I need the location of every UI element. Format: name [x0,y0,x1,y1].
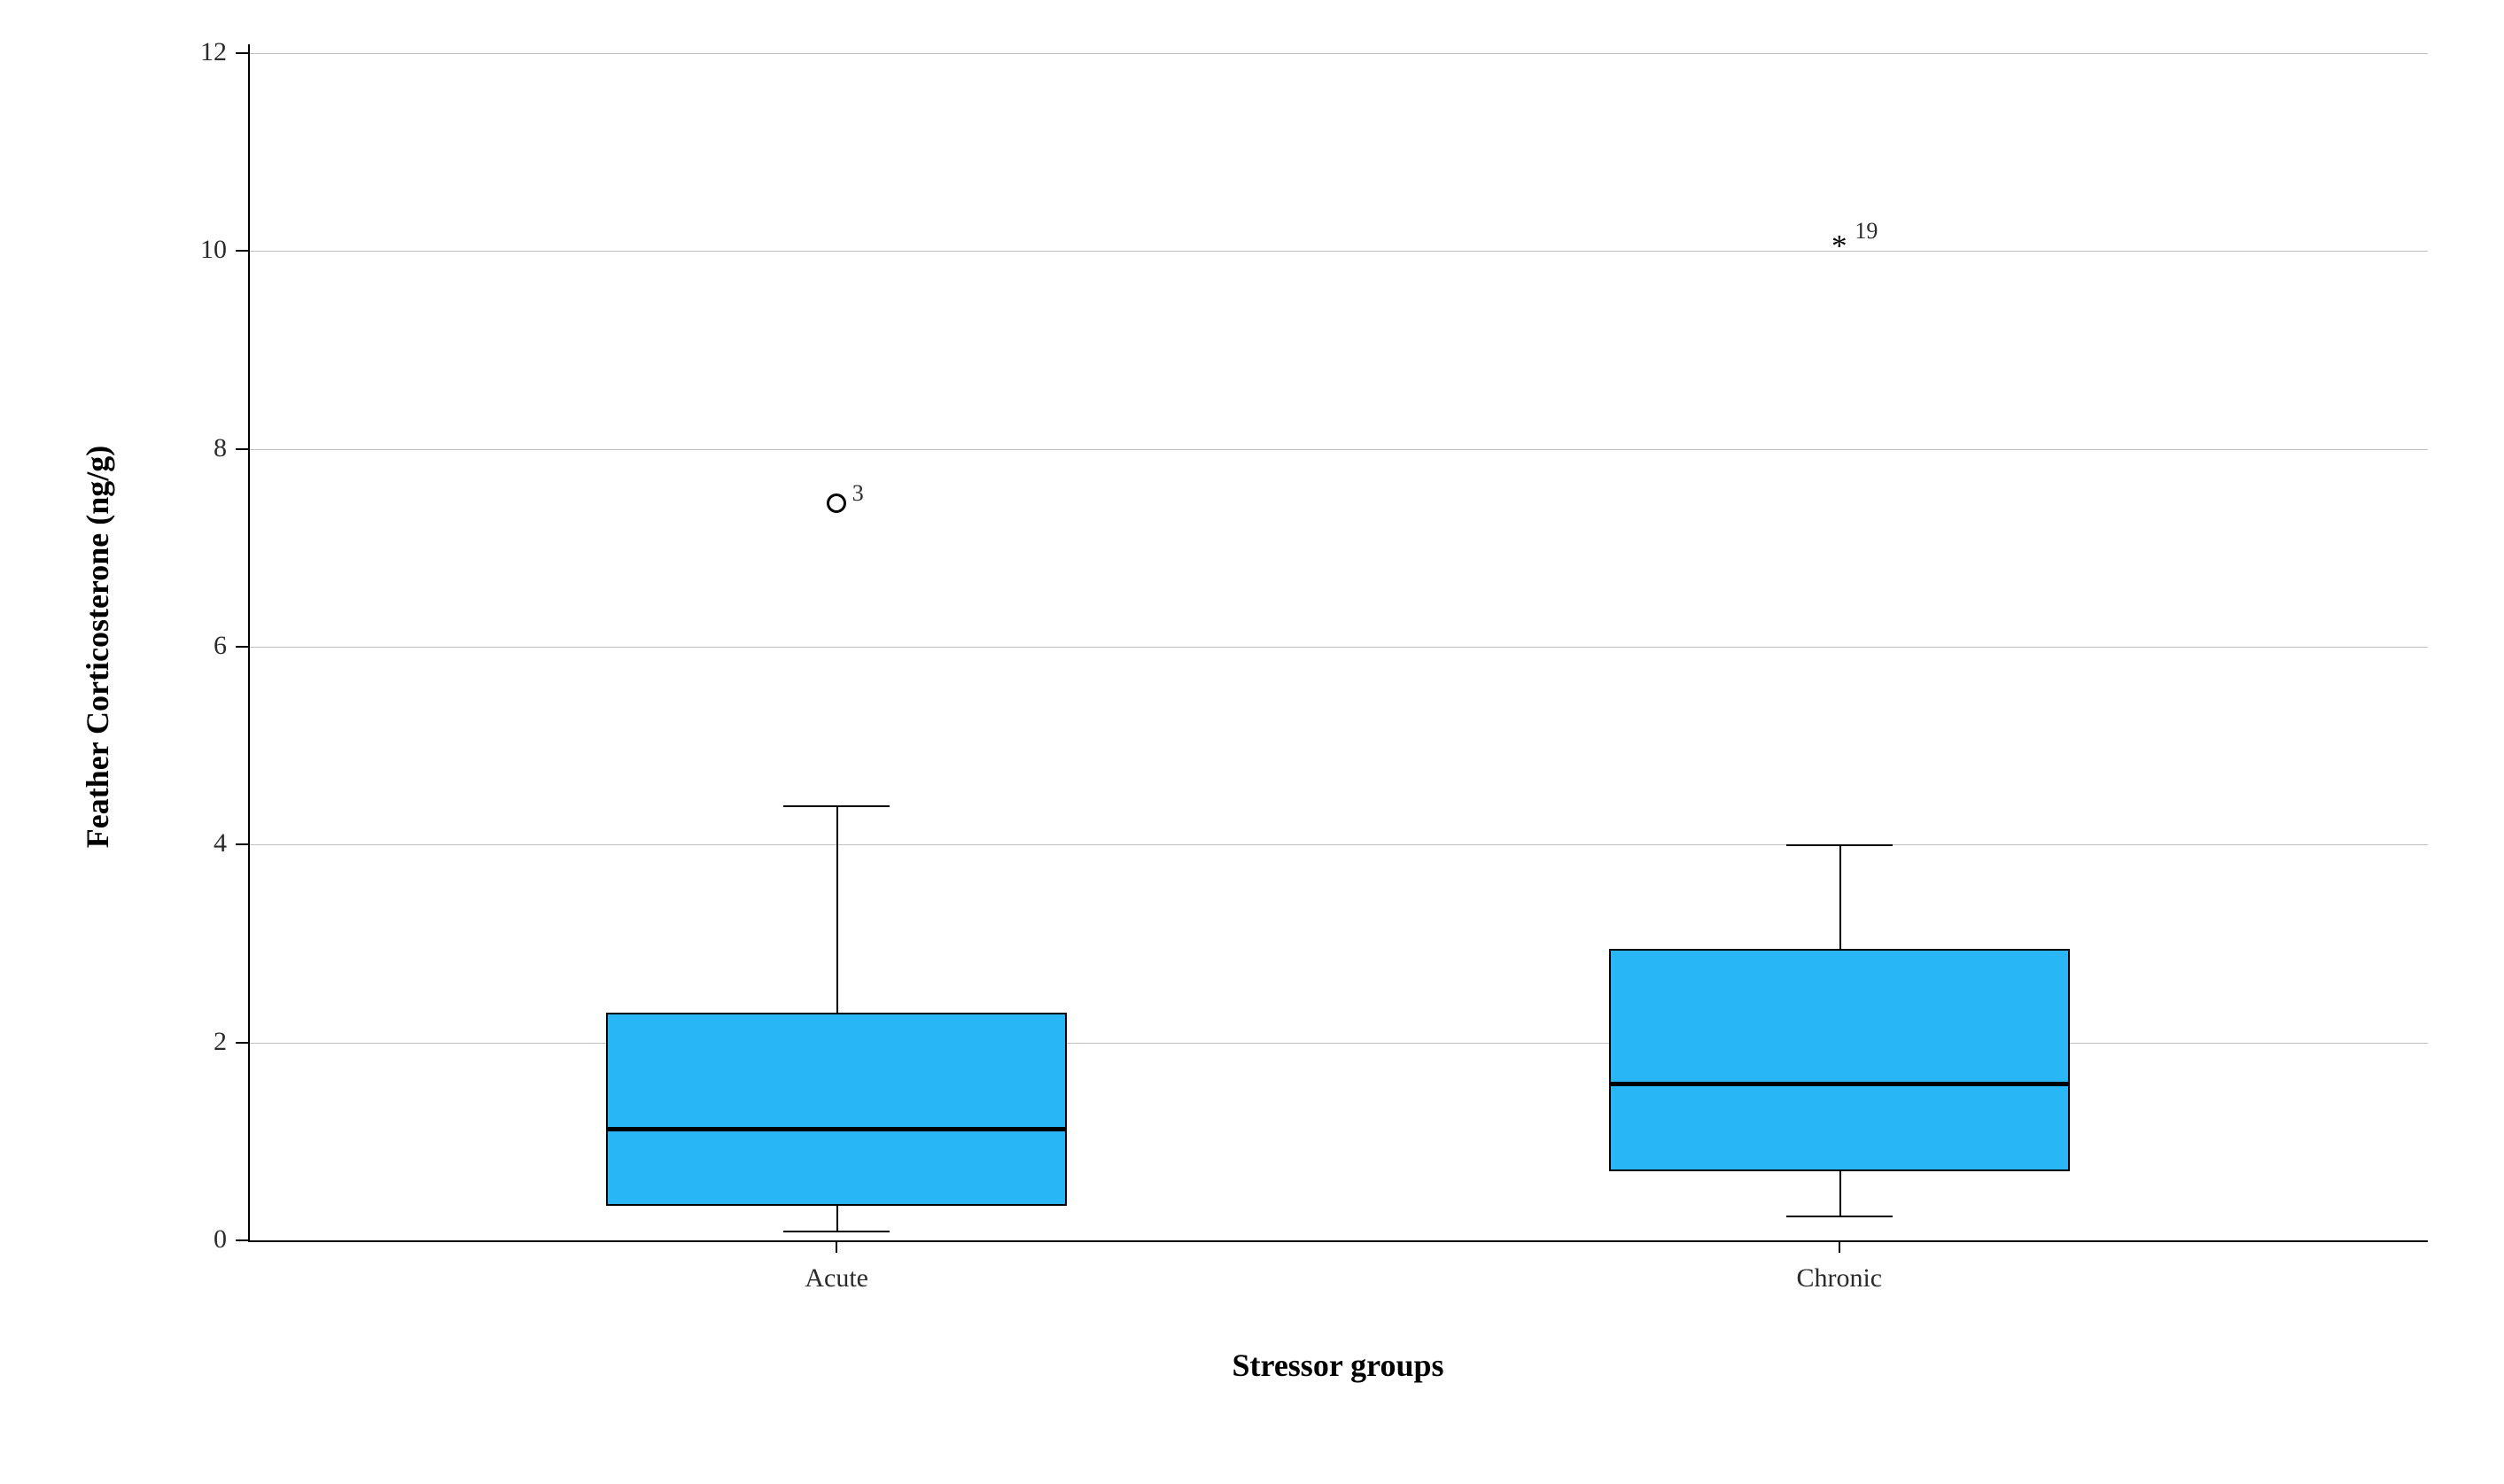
y-tick-label: 10 [200,235,227,265]
x-tick-label: Chronic [1796,1263,1882,1294]
y-axis-line [248,44,250,1240]
outlier-label: 19 [1855,218,1878,245]
y-tick-label: 6 [214,631,227,661]
median-line [1609,1082,2070,1086]
x-tick-mark [836,1240,837,1253]
y-tick-label: 12 [200,37,227,67]
gridline [248,449,2428,450]
y-tick-label: 0 [214,1224,227,1255]
gridline [248,53,2428,54]
whisker-cap-upper [783,805,890,807]
whisker-lower [1839,1171,1841,1216]
gridline [248,1043,2428,1044]
whisker-cap-lower [1786,1216,1893,1217]
whisker-lower [836,1206,838,1231]
x-tick-mark [1839,1240,1840,1253]
whisker-upper [836,805,838,1014]
median-line [606,1127,1067,1131]
box [606,1013,1067,1206]
outlier-marker: * [1830,237,1849,256]
whisker-cap-upper [1786,844,1893,846]
y-tick-mark [236,843,248,845]
y-tick-mark [236,1239,248,1241]
x-tick-label: Acute [805,1263,868,1294]
gridline [248,844,2428,845]
whisker-cap-lower [783,1231,890,1232]
box [1609,949,2070,1171]
y-axis-title: Feather Corticosterone (ng/g) [79,446,116,849]
gridline [248,647,2428,648]
y-tick-mark [236,448,248,450]
y-tick-label: 8 [214,433,227,463]
boxplot-chart: 3 * 19 0 2 4 6 8 10 12 Acute Chronic Stressor groups… [0,0,2504,1484]
gridline [248,251,2428,252]
outlier-label: 3 [852,480,864,507]
y-tick-label: 2 [214,1027,227,1057]
y-tick-mark [236,250,248,252]
y-tick-mark [236,52,248,54]
y-tick-mark [236,646,248,648]
plot-area: 3 * 19 [248,53,2428,1240]
x-axis-title: Stressor groups [1232,1347,1443,1384]
x-axis-line [248,1240,2428,1242]
whisker-upper [1839,844,1841,948]
y-tick-label: 4 [214,828,227,859]
outlier-marker [827,493,846,513]
y-tick-mark [236,1042,248,1044]
